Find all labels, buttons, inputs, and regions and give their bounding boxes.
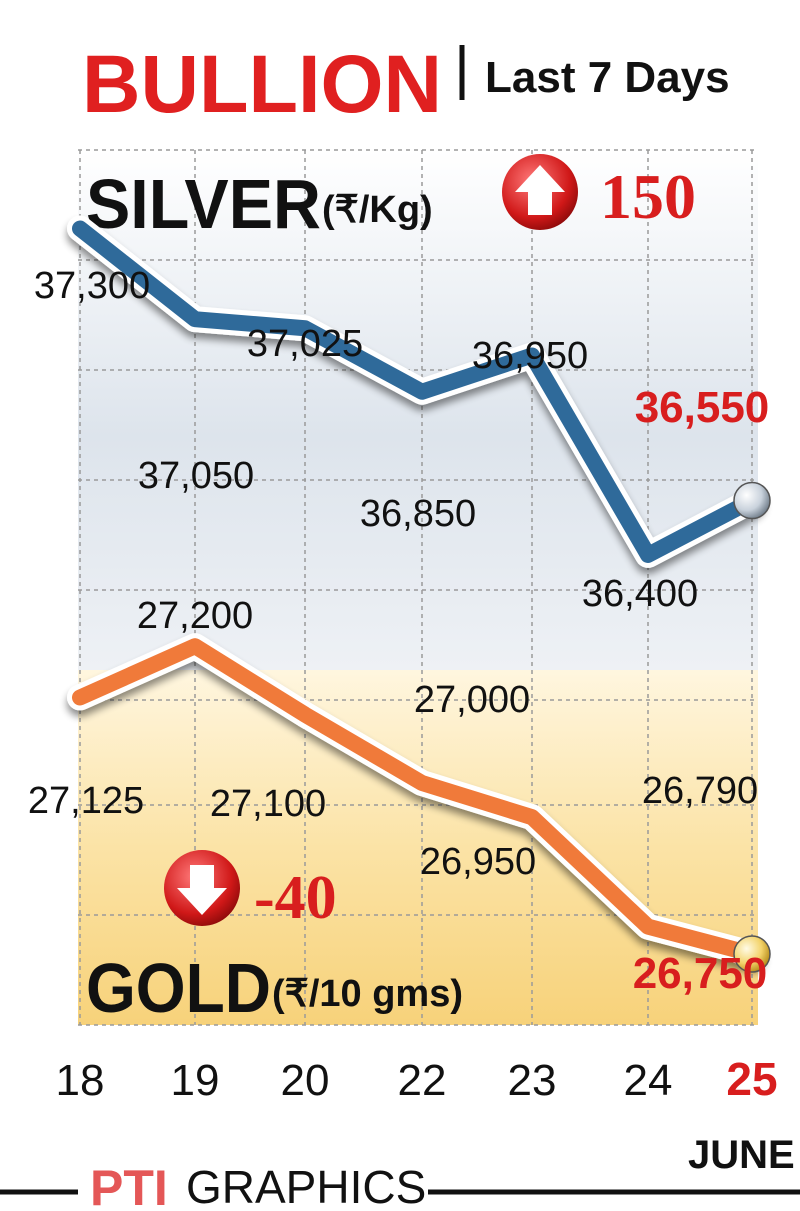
x-tick-25: 25 — [726, 1053, 777, 1105]
gold-end-marker — [733, 935, 771, 973]
gold-point-label-1: 27,200 — [137, 595, 253, 637]
silver-end-marker — [733, 481, 771, 520]
x-tick-20: 20 — [281, 1056, 330, 1105]
x-tick-19: 19 — [171, 1056, 220, 1105]
gold-point-label-3: 27,000 — [414, 679, 530, 721]
silver-point-label-2: 37,025 — [247, 323, 363, 365]
x-tick-24: 24 — [624, 1056, 673, 1105]
x-tick-22: 22 — [398, 1056, 447, 1105]
silver-label: SILVER — [86, 165, 321, 243]
grid-lines — [78, 149, 758, 1026]
silver-point-label-0: 37,300 — [34, 265, 150, 307]
chart-subtitle: Last 7 Days — [485, 53, 730, 102]
gold-point-label-0: 27,125 — [28, 780, 144, 822]
month-label: JUNE — [688, 1133, 795, 1177]
graphics-label: GRAPHICS — [186, 1161, 426, 1211]
pti-logo: PTI — [90, 1160, 168, 1211]
gold-panel-bg — [78, 670, 758, 1025]
silver-line — [72, 220, 760, 563]
gold-series: 27,125 27,200 27,100 27,000 26,950 26,790 26,7… — [28, 595, 771, 998]
silver-point-label-5: 36,400 — [582, 573, 698, 615]
gold-point-label-6: 26,750 — [633, 949, 768, 998]
down-arrow-icon — [164, 850, 240, 926]
up-arrow-icon — [502, 154, 578, 230]
x-tick-18: 18 — [56, 1056, 105, 1105]
silver-unit: (₹/Kg) — [322, 189, 433, 231]
x-tick-23: 23 — [508, 1056, 557, 1105]
silver-point-label-3: 36,850 — [360, 493, 476, 535]
gold-line — [72, 638, 760, 962]
gold-point-label-5: 26,790 — [642, 770, 758, 812]
silver-point-label-4: 36,950 — [472, 335, 588, 377]
gold-change: -40 — [254, 864, 337, 932]
gold-point-label-4: 26,950 — [420, 841, 536, 883]
gold-unit: (₹/10 gms) — [272, 973, 463, 1015]
silver-panel-bg — [78, 150, 758, 670]
silver-point-label-6: 36,550 — [635, 383, 770, 432]
gold-point-label-2: 27,100 — [210, 783, 326, 825]
x-axis: 18 19 20 22 23 24 25 — [56, 1053, 778, 1105]
silver-series: 37,300 37,050 37,025 36,850 36,950 36,400 36,5… — [34, 215, 771, 615]
gold-label: GOLD — [86, 949, 271, 1027]
chart-title: BULLION — [82, 39, 442, 130]
silver-point-label-1: 37,050 — [138, 455, 254, 497]
silver-change: 150 — [600, 161, 696, 232]
